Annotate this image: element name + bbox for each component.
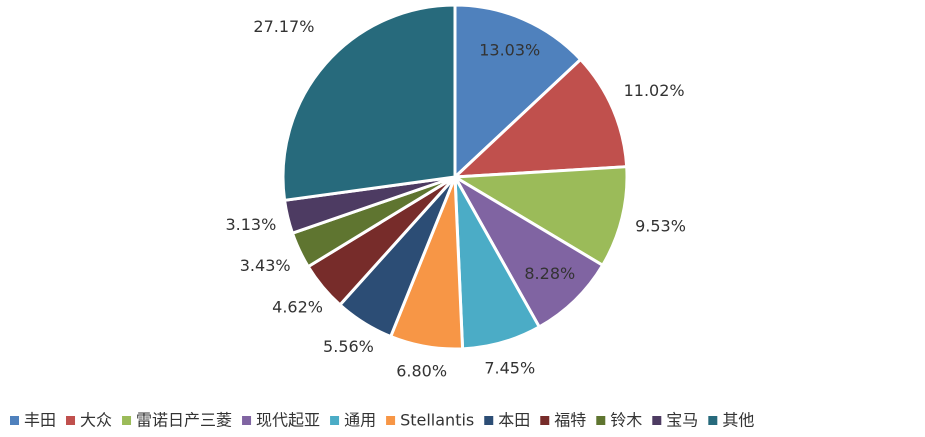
data-label: 27.17%	[253, 17, 314, 36]
legend-label: 其他	[722, 411, 754, 430]
legend-swatch	[10, 416, 19, 425]
legend-label: 现代起亚	[256, 411, 320, 430]
pie-slice	[450, 57, 629, 179]
data-label: 11.02%	[624, 81, 685, 100]
data-label: 13.03%	[479, 40, 540, 59]
data-label: 6.80%	[396, 361, 447, 380]
legend-label: 福特	[554, 411, 586, 430]
data-label: 3.43%	[240, 256, 291, 275]
legend-label: 本田	[498, 411, 530, 430]
legend-label: 丰田	[24, 411, 56, 430]
legend-swatch	[242, 416, 252, 425]
legend-swatch	[596, 416, 606, 425]
legend-swatch	[330, 416, 340, 425]
data-label: 3.13%	[225, 215, 276, 234]
legend-swatch	[652, 416, 662, 425]
legend-swatch	[386, 416, 396, 425]
pie-slice	[450, 172, 605, 329]
legend-swatch	[540, 416, 550, 425]
legend-label: 大众	[80, 411, 112, 430]
pie-slice	[450, 165, 629, 268]
legend-swatch	[484, 416, 494, 425]
legend-swatch	[122, 416, 132, 425]
data-label: 5.56%	[323, 337, 374, 356]
legend-label: 雷诺日产三菱	[136, 411, 232, 430]
legend-label: 宝马	[666, 411, 698, 430]
pie-slice	[453, 3, 583, 181]
legend-label: 铃木	[610, 411, 642, 430]
pie-slice	[281, 3, 457, 203]
data-label: 9.53%	[635, 217, 686, 236]
data-label: 7.45%	[484, 358, 535, 377]
legend-label: 通用	[344, 411, 376, 430]
legend-label: Stellantis	[400, 411, 474, 430]
legend-swatch	[708, 416, 718, 425]
data-label: 8.28%	[524, 264, 575, 283]
legend-swatch	[66, 416, 76, 425]
data-label: 4.62%	[272, 297, 323, 316]
